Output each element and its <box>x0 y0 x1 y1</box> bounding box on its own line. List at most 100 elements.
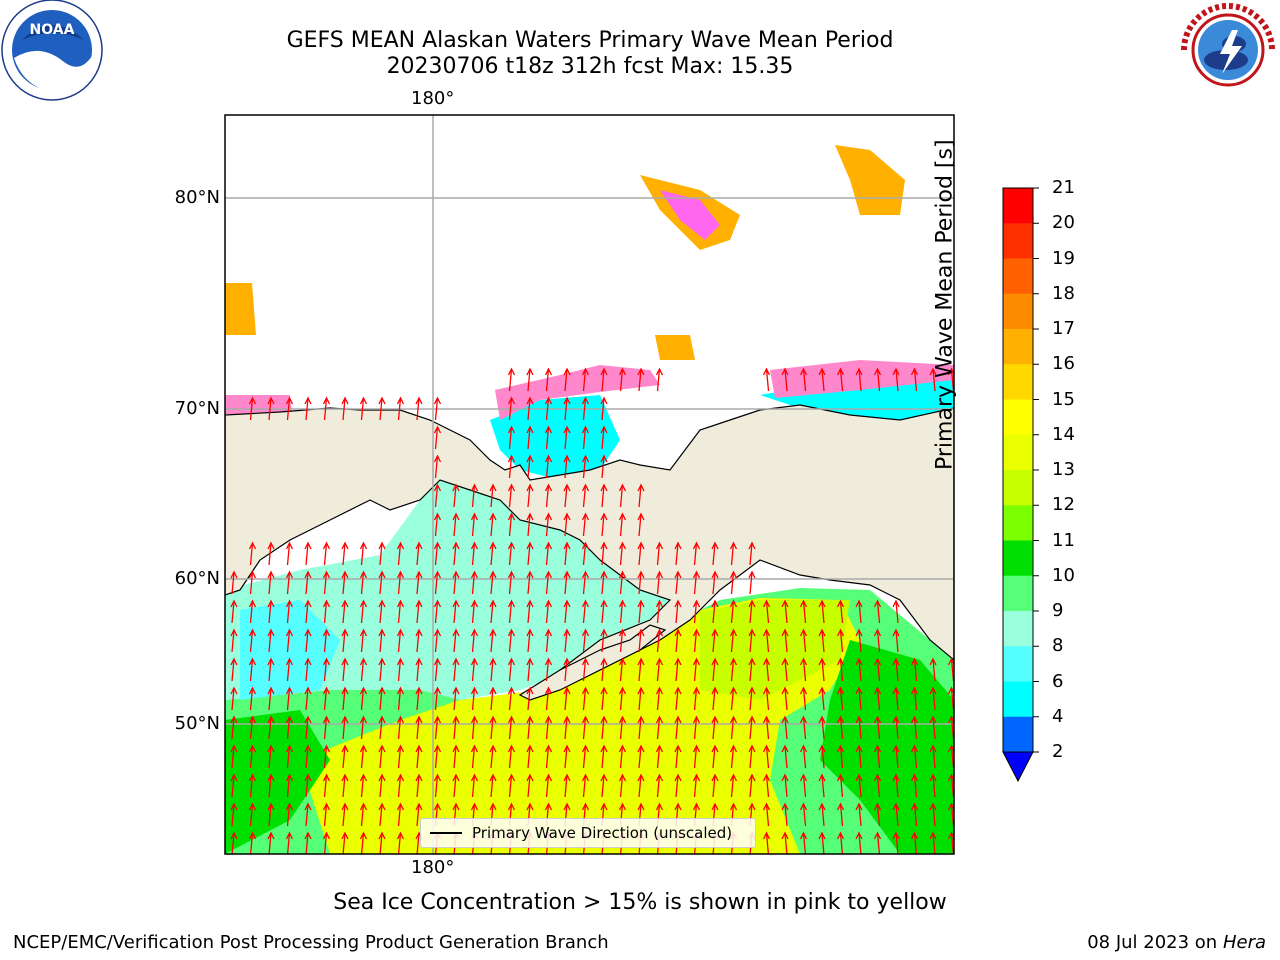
wave-arrow <box>762 367 771 392</box>
wave-arrow <box>692 773 701 798</box>
wave-arrow <box>799 599 808 624</box>
wave-arrow <box>873 831 882 854</box>
colorbar-tick-label: 21 <box>1052 177 1075 198</box>
wave-arrow <box>692 570 701 595</box>
wave-arrow <box>748 599 756 624</box>
wave-arrow <box>637 570 645 595</box>
wave-arrow <box>581 773 590 798</box>
wave-arrow <box>470 512 479 537</box>
wave-arrow <box>618 570 627 595</box>
wave-arrow <box>600 686 608 711</box>
wave-arrow <box>470 715 479 740</box>
wave-arrow <box>581 454 590 479</box>
wave-arrow <box>507 541 516 566</box>
wave-arrow <box>674 744 682 769</box>
wave-arrow <box>637 773 645 798</box>
wave-arrow <box>674 715 682 740</box>
wave-arrow <box>563 599 571 624</box>
lon-label-bottom: 180° <box>411 857 455 878</box>
wave-arrow <box>600 367 608 392</box>
wave-arrow <box>855 831 863 854</box>
wave-arrow <box>781 715 789 740</box>
wave-arrow <box>248 744 257 769</box>
wave-arrow <box>618 367 627 392</box>
wave-field-ylgreen <box>700 600 850 700</box>
wave-arrow <box>452 773 460 798</box>
wave-arrow <box>892 773 900 798</box>
wave-arrow <box>322 831 331 854</box>
sea-ice-north-core <box>660 190 720 240</box>
wave-arrow <box>600 425 608 450</box>
wave-arrow <box>618 686 627 711</box>
map-gridlines <box>225 115 954 854</box>
wave-arrow <box>544 541 553 566</box>
footer-date-text: 08 Jul 2023 on <box>1087 932 1223 953</box>
land-alaska-peninsula <box>518 624 667 701</box>
wave-arrow <box>285 715 294 740</box>
wave-arrow <box>304 570 312 595</box>
wave-arrow <box>836 831 845 854</box>
wave-arrow <box>637 686 645 711</box>
wave-arrow <box>600 396 608 421</box>
wave-arrow <box>489 628 497 653</box>
wave-arrow <box>341 396 349 421</box>
colorbar-tick-label: 8 <box>1052 635 1064 657</box>
wave-arrow <box>433 570 442 595</box>
colorbar-band <box>1003 434 1033 471</box>
wave-arrow <box>818 657 826 682</box>
colorbar-band <box>1003 540 1033 577</box>
wave-arrow <box>618 715 627 740</box>
wave-arrow <box>378 541 386 566</box>
wave-arrow <box>396 773 405 798</box>
wave-arrow <box>248 802 257 827</box>
wave-arrow <box>248 541 257 566</box>
wave-arrow <box>359 570 368 595</box>
sea-ice-chukchi <box>495 365 660 420</box>
colorbar-band <box>1003 399 1033 436</box>
wave-arrow <box>470 628 479 653</box>
wave-arrow <box>322 628 331 653</box>
wave-arrow <box>600 541 608 566</box>
wave-arrow <box>873 628 882 653</box>
wave-arrow <box>873 802 882 827</box>
wave-arrow <box>322 686 331 711</box>
wave-arrow <box>230 628 238 653</box>
wave-arrow <box>285 570 294 595</box>
wave-arrow <box>489 570 497 595</box>
wave-arrow <box>762 715 771 740</box>
wave-arrow <box>563 454 571 479</box>
wave-arrow <box>563 425 571 450</box>
wave-arrow <box>526 744 534 769</box>
wave-arrow <box>267 396 275 421</box>
wave-arrow <box>544 454 553 479</box>
wave-arrow <box>285 831 294 854</box>
nws-logo <box>1180 2 1276 98</box>
wave-arrow <box>711 599 719 624</box>
colorbar-band <box>1003 258 1033 295</box>
wave-arrow <box>618 628 627 653</box>
wave-arrow <box>637 512 645 537</box>
wave-arrow <box>230 831 238 854</box>
noaa-logo: NOAA <box>1 0 103 101</box>
wave-arrow <box>433 657 442 682</box>
wave-arrow <box>892 686 900 711</box>
wave-arrow <box>359 831 368 854</box>
wave-arrow <box>873 686 882 711</box>
colorbar-band <box>1003 646 1033 682</box>
lat-label-80: 80°N <box>174 187 220 208</box>
wave-arrow <box>378 773 386 798</box>
colorbar-band <box>1003 505 1033 541</box>
wave-arrow <box>304 802 312 827</box>
wave-arrow <box>836 773 845 798</box>
colorbar-tick-label: 11 <box>1052 529 1075 551</box>
wave-arrow <box>341 570 349 595</box>
wave-arrow <box>507 425 516 450</box>
wave-arrow <box>322 744 331 769</box>
wave-arrow <box>929 657 937 682</box>
wave-arrow <box>267 570 275 595</box>
wave-arrow <box>341 802 349 827</box>
wave-arrow <box>581 686 590 711</box>
wave-arrow <box>748 541 756 566</box>
wave-arrow <box>655 686 664 711</box>
